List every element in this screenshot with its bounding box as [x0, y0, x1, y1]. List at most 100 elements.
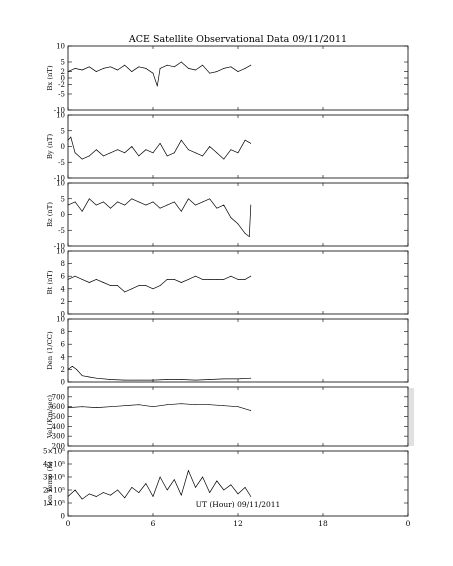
y-tick-label: 200 — [52, 443, 65, 451]
data-point — [103, 492, 104, 493]
data-point — [103, 155, 104, 157]
data-point — [138, 66, 140, 68]
data-point — [250, 64, 252, 66]
data-point — [173, 479, 175, 480]
data-point — [124, 204, 126, 206]
y-tick-label: 6 — [61, 341, 66, 349]
data-point — [152, 288, 154, 290]
data-point — [166, 64, 168, 66]
data-point — [223, 278, 225, 280]
x-tick-label: 0 — [66, 519, 71, 528]
data-point — [138, 285, 140, 287]
data-point — [76, 369, 77, 370]
y-tick-label: 10 — [56, 180, 65, 188]
series-line — [67, 61, 251, 87]
data-point — [237, 378, 239, 380]
data-point — [67, 278, 69, 280]
y-axis-label: Bz (nT) — [46, 202, 54, 227]
data-point — [159, 207, 161, 209]
data-point — [244, 139, 246, 141]
data-point — [152, 496, 154, 497]
data-point — [124, 291, 126, 293]
data-point — [81, 406, 83, 408]
data-point — [237, 278, 239, 280]
series-line — [67, 470, 252, 500]
data-point — [88, 66, 90, 68]
data-point — [67, 139, 69, 141]
data-point — [74, 201, 76, 203]
y-tick-label: 5 — [61, 195, 65, 203]
data-point — [195, 69, 196, 71]
data-point — [180, 494, 182, 496]
data-point — [216, 71, 218, 72]
data-point — [195, 204, 196, 206]
data-point — [110, 379, 111, 380]
y-tick-label: 0 — [61, 75, 65, 83]
y-axis-label: Vel (Km/sec) — [46, 395, 54, 439]
data-point — [145, 204, 147, 206]
x-tick-label: 12 — [233, 519, 243, 528]
data-point — [95, 149, 97, 151]
data-point — [124, 64, 126, 66]
data-point — [88, 376, 90, 378]
data-point — [209, 278, 211, 280]
data-point — [248, 236, 250, 237]
data-point — [95, 377, 97, 379]
panel-6: 5×10⁵ 4×10⁵ 3×10⁵ 2×10⁵ 1×10⁵ 0 Ion Temp (K) — [43, 448, 409, 521]
data-point — [70, 136, 72, 138]
y-tick-label: 5 — [61, 127, 65, 135]
y-tick-label: 600 — [52, 403, 65, 411]
y-tick-label: 10 — [56, 112, 65, 120]
data-point — [173, 278, 175, 280]
y-tick-label: 500 — [52, 413, 65, 421]
data-point — [131, 198, 133, 200]
data-point — [152, 72, 154, 74]
data-point — [209, 146, 211, 147]
y-tick-label: 300 — [52, 433, 65, 441]
data-point — [237, 406, 239, 408]
data-point — [223, 158, 225, 160]
data-point — [117, 69, 118, 71]
data-point — [124, 497, 126, 499]
data-point — [95, 407, 97, 409]
panel-frame — [67, 318, 409, 383]
data-point — [110, 285, 111, 287]
data-point — [145, 149, 147, 151]
y-tick-label: 8 — [61, 260, 65, 268]
data-point — [166, 404, 168, 406]
data-point — [131, 146, 133, 147]
data-point — [152, 406, 154, 408]
data-point — [202, 64, 203, 66]
data-point — [180, 379, 182, 380]
panel-5: 700 600 500 400 300 200 Vel (Km/sec) — [46, 386, 414, 451]
data-point — [244, 278, 246, 280]
data-point — [124, 405, 126, 407]
data-point — [67, 204, 69, 206]
x-axis: 0 6 12 18 0 — [66, 519, 411, 528]
data-point — [67, 369, 69, 370]
panel-3: 10 8 6 4 2 0 Bt (nT) — [46, 248, 409, 319]
data-point — [223, 204, 225, 206]
data-point — [145, 68, 147, 69]
x-tick-label: 0 — [406, 519, 411, 528]
data-point — [103, 201, 104, 203]
data-point — [230, 149, 232, 151]
data-point — [188, 149, 189, 151]
data-point — [138, 492, 140, 493]
y-tick-label: 0 — [61, 513, 65, 521]
data-point — [195, 379, 196, 381]
data-point — [209, 492, 211, 493]
data-point — [95, 71, 97, 72]
y-axis-label: Bt (nT) — [46, 270, 54, 294]
data-point — [74, 275, 76, 277]
data-point — [237, 152, 239, 154]
data-point — [71, 365, 73, 367]
data-point — [250, 204, 252, 206]
data-point — [131, 71, 133, 72]
y-tick-label: -5 — [58, 159, 65, 167]
data-point — [159, 68, 161, 69]
data-point — [95, 496, 97, 497]
data-point — [88, 493, 90, 495]
data-point — [145, 285, 147, 287]
data-point — [67, 496, 69, 497]
